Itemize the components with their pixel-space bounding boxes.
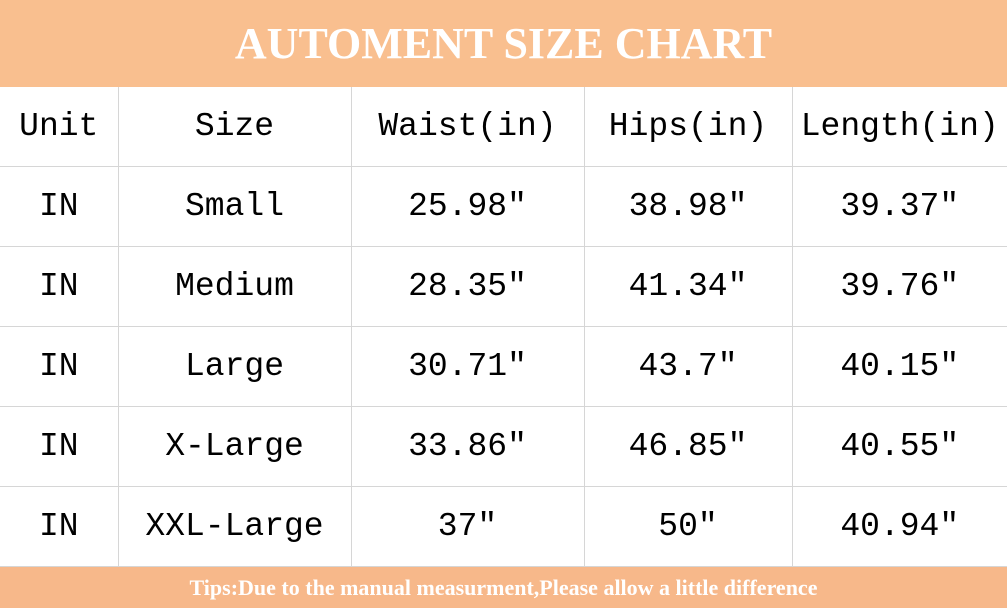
cell-waist: 30.71″ xyxy=(350,326,585,407)
cell-waist: 28.35″ xyxy=(350,246,585,327)
cell-hips: 46.85″ xyxy=(583,406,793,487)
table-row: IN Small 25.98″ 38.98″ 39.37″ xyxy=(0,166,1007,247)
cell-hips: 50″ xyxy=(583,486,793,567)
header-cell-length: Length(in) xyxy=(791,87,1007,167)
header-cell-size: Size xyxy=(117,87,352,167)
header-row: Unit Size Waist(in) Hips(in) Length(in) xyxy=(0,87,1007,167)
cell-length: 39.76″ xyxy=(791,246,1007,327)
footer-tip: Tips:Due to the manual measurment,Please… xyxy=(189,574,818,600)
cell-unit: IN xyxy=(0,486,119,567)
cell-unit: IN xyxy=(0,246,119,327)
table-row: IN X-Large 33.86″ 46.85″ 40.55″ xyxy=(0,406,1007,487)
header-cell-waist: Waist(in) xyxy=(350,87,585,167)
chart-title: AUTOMENT SIZE CHART xyxy=(234,19,773,68)
cell-unit: IN xyxy=(0,166,119,247)
table-row: IN XXL-Large 37″ 50″ 40.94″ xyxy=(0,486,1007,567)
cell-size: X-Large xyxy=(117,406,352,487)
size-table: Unit Size Waist(in) Hips(in) Length(in) … xyxy=(0,87,1007,567)
table-row: IN Large 30.71″ 43.7″ 40.15″ xyxy=(0,326,1007,407)
cell-size: Medium xyxy=(117,246,352,327)
title-banner: AUTOMENT SIZE CHART xyxy=(0,0,1007,87)
cell-waist: 25.98″ xyxy=(350,166,585,247)
cell-size: Large xyxy=(117,326,352,407)
header-cell-unit: Unit xyxy=(0,87,119,167)
cell-hips: 41.34″ xyxy=(583,246,793,327)
cell-length: 40.94″ xyxy=(791,486,1007,567)
cell-unit: IN xyxy=(0,406,119,487)
footer-banner: Tips:Due to the manual measurment,Please… xyxy=(0,567,1007,608)
cell-waist: 37″ xyxy=(350,486,585,567)
cell-unit: IN xyxy=(0,326,119,407)
cell-hips: 38.98″ xyxy=(583,166,793,247)
cell-size: XXL-Large xyxy=(117,486,352,567)
cell-length: 39.37″ xyxy=(791,166,1007,247)
cell-length: 40.15″ xyxy=(791,326,1007,407)
cell-length: 40.55″ xyxy=(791,406,1007,487)
cell-size: Small xyxy=(117,166,352,247)
table-row: IN Medium 28.35″ 41.34″ 39.76″ xyxy=(0,246,1007,327)
header-cell-hips: Hips(in) xyxy=(583,87,793,167)
cell-waist: 33.86″ xyxy=(350,406,585,487)
cell-hips: 43.7″ xyxy=(583,326,793,407)
